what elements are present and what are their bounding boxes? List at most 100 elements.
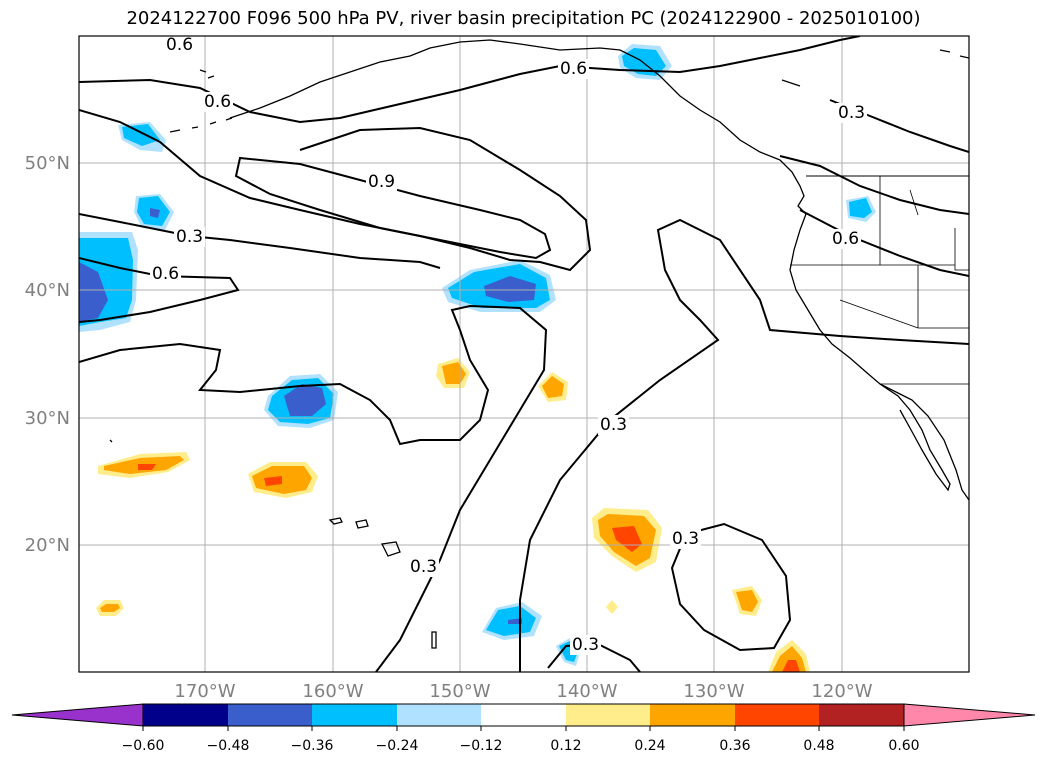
map-frame (78, 35, 970, 673)
baja-california (879, 383, 951, 492)
colorbar-segment-4 (397, 704, 481, 726)
neg-blob-west-40n-core (79, 262, 108, 322)
contour-label-5: 0.3 (176, 227, 203, 247)
contour-label-1: 0.6 (166, 35, 193, 55)
positive-precip-regions (96, 358, 810, 672)
neg-blob-gulf-alaska-mid (622, 48, 666, 76)
contour-label-halo (366, 172, 398, 192)
colorbar-tick-label-3: −0.36 (291, 738, 334, 754)
pv-contour-0-3-loop (670, 522, 792, 652)
contour-label-halo (150, 264, 182, 284)
pv-contour-0-3-lower (79, 304, 548, 672)
contour-labels: 0.6 0.6 0.6 0.9 0.3 0.6 0.3 0.6 0.3 0.3 … (150, 35, 868, 655)
neg-blob-46n-core (150, 208, 160, 218)
neg-blob-31n-core (284, 384, 326, 416)
pos-blob-25n-core (264, 476, 282, 486)
lat-label-40n: 40°N (25, 280, 70, 301)
colorbar-segment-2 (228, 704, 312, 726)
lat-label-30n: 30°N (25, 408, 70, 429)
us-west-coast (789, 213, 969, 501)
pos-blob-26n-core (138, 464, 156, 470)
colorbar-extend-high (903, 703, 1036, 727)
contour-label-halo (408, 557, 440, 577)
contour-label-3: 0.6 (560, 59, 587, 79)
colorbar-segment-5 (481, 704, 566, 726)
pos-blob-16n-mid (736, 590, 758, 612)
colorbar-tick-label-2: −0.48 (207, 738, 250, 754)
colorbar-tick-label-4: −0.24 (376, 738, 419, 754)
contour-label-halo (836, 103, 868, 123)
contour-label-halo (598, 415, 630, 435)
state-borders (790, 176, 969, 385)
lat-label-20n: 20°N (25, 535, 70, 556)
colorbar-segment-7 (650, 704, 735, 726)
contour-label-11: 0.3 (410, 557, 437, 577)
coastlines (109, 39, 969, 649)
pv-contour-0-3-west (79, 213, 441, 269)
contour-label-halo (202, 92, 234, 112)
lat-label-50n: 50°N (25, 153, 70, 174)
colorbar-segment-8 (735, 704, 819, 726)
lon-label-130w: 130°W (683, 681, 744, 702)
colorbar-segment-1 (143, 704, 228, 726)
pos-blob-tiny (606, 600, 618, 614)
contour-label-8: 0.6 (832, 229, 859, 249)
alaska-coast (229, 39, 781, 161)
pv-contour-0-3-east (519, 218, 969, 672)
colorbar-border (142, 703, 905, 727)
gridlines (79, 36, 969, 672)
pv-contour-0-6-northeast (779, 155, 969, 215)
contour-label-halo (174, 227, 206, 247)
colorbar-tick-label-7: 0.24 (634, 738, 665, 754)
colorbar-tick-label-10: 0.60 (888, 738, 919, 754)
map-title: 2024122700 F096 500 hPa PV, river basin … (126, 8, 921, 29)
contour-label-7: 0.3 (838, 103, 865, 123)
neg-blob-14n-core (508, 618, 522, 624)
contour-label-halo (558, 59, 590, 79)
contour-label-9: 0.3 (600, 415, 627, 435)
pos-blob-32n-mid (542, 376, 564, 398)
contour-label-12: 0.3 (572, 635, 599, 655)
aleutian-islands (169, 117, 233, 133)
pos-blob-12n-core (782, 660, 800, 672)
lon-label-120w: 120°W (811, 681, 872, 702)
colorbar-tick-label-1: −0.60 (122, 738, 165, 754)
colorbar-segment-3 (312, 704, 397, 726)
neg-blob-40n-central-core (484, 276, 536, 302)
pv-contour-0-6-east (799, 209, 969, 277)
lon-label-170w: 170°W (174, 681, 235, 702)
colorbar-tick-label-6: 0.12 (550, 738, 581, 754)
contour-label-halo (570, 635, 602, 655)
latitude-labels: 50°N 40°N 30°N 20°N (25, 153, 70, 556)
colorbar-segment-9 (819, 704, 904, 726)
lon-label-150w: 150°W (429, 681, 490, 702)
lon-label-140w: 140°W (556, 681, 617, 702)
colorbar-tick-label-5: −0.12 (460, 738, 503, 754)
contour-label-10: 0.3 (672, 529, 699, 549)
contour-label-halo (164, 35, 196, 55)
colorbar: −0.60 −0.48 −0.36 −0.24 −0.12 0.12 0.24 … (11, 703, 1036, 754)
colorbar-segment-6 (566, 704, 650, 726)
contour-label-halo (830, 229, 862, 249)
pv-contour-0-6-west (79, 257, 240, 323)
contour-label-6: 0.6 (152, 264, 179, 284)
colorbar-tick-label-8: 0.36 (719, 738, 750, 754)
colorbar-extend-low (11, 703, 144, 727)
colorbar-ticks (142, 726, 905, 731)
hawaiian-islands (328, 517, 437, 649)
small-islands (109, 49, 969, 443)
pos-blob-15n-west-mid (100, 604, 120, 612)
map-area (79, 36, 969, 672)
pv-contour-0-6-mid (79, 109, 592, 272)
neg-blob-52n-core (122, 124, 160, 146)
neg-blob-oregon-mid (849, 198, 872, 218)
lon-label-160w: 160°W (302, 681, 363, 702)
colorbar-tick-label-9: 0.48 (803, 738, 834, 754)
bc-coast (779, 159, 807, 215)
contour-label-4: 0.9 (368, 172, 395, 192)
contour-label-2: 0.6 (204, 92, 231, 112)
pv-contour-0-6-north (79, 36, 861, 124)
contour-label-halo (670, 529, 702, 549)
longitude-labels: 170°W 160°W 150°W 140°W 130°W 120°W (174, 681, 872, 702)
